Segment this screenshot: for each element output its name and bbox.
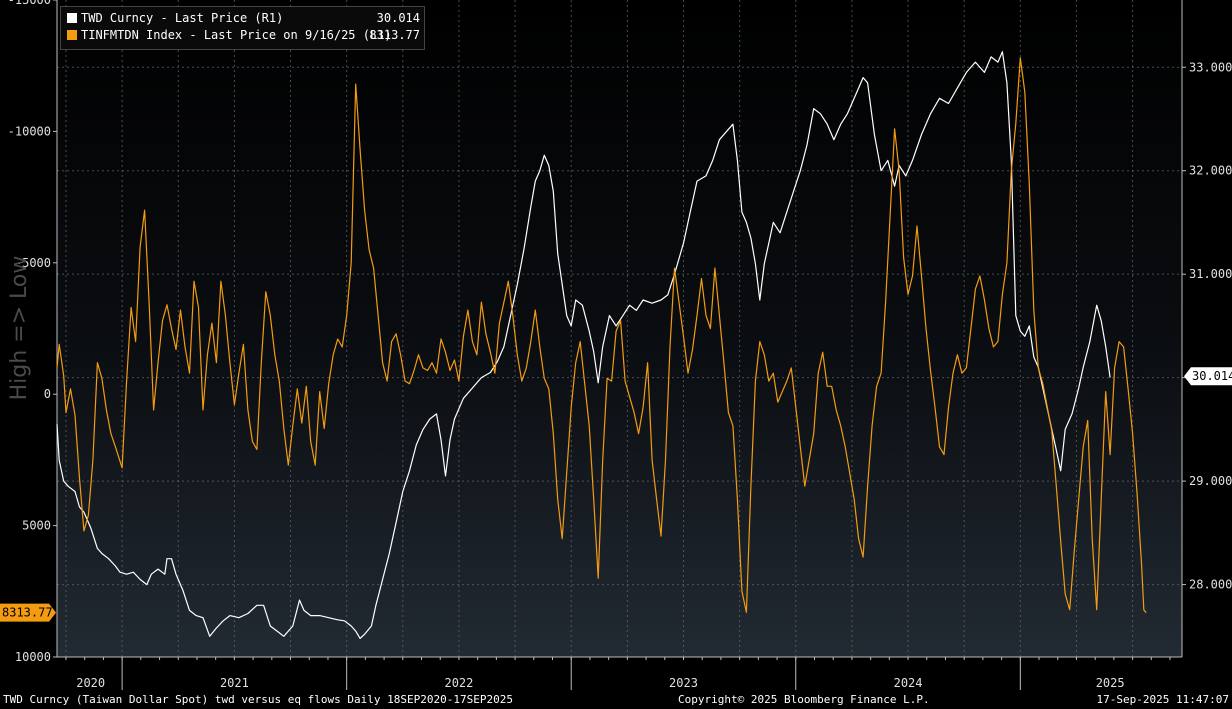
left-axis-label: High => Low (7, 256, 32, 401)
footer: TWD Curncy (Taiwan Dollar Spot) twd vers… (0, 690, 1232, 709)
series-line-twd (56, 51, 1111, 639)
right-tick-label: 29.000 (1189, 474, 1232, 488)
right-tick-label: 31.000 (1189, 267, 1232, 281)
legend-item-tinfmtdn: TINFMTDN Index - Last Price on 9/16/25 (… (67, 27, 420, 44)
right-tick-label: 32.000 (1189, 164, 1232, 178)
x-tick-label: 2022 (444, 676, 473, 690)
x-tick-label: 2021 (220, 676, 249, 690)
footer-copyright: Copyright© 2025 Bloomberg Finance L.P. (678, 693, 930, 706)
chart-svg: -15000-10000-5000050001000028.00029.0003… (0, 0, 1232, 690)
x-tick-label: 2025 (1096, 676, 1125, 690)
left-tick-label: 5000 (22, 519, 51, 533)
legend-label: TWD Curncy - Last Price (R1) (81, 11, 284, 25)
legend-value: 8313.77 (369, 28, 420, 42)
badges: 30.014 8313.77 (0, 367, 1232, 622)
legend-label: TINFMTDN Index - Last Price on 9/16/25 (… (81, 28, 392, 42)
right-last-value: 30.014 (1192, 369, 1232, 383)
footer-timestamp: 17-Sep-2025 11:47:07 (1096, 693, 1229, 706)
series-line-tinfmtdn (56, 57, 1147, 614)
legend-swatch-white (67, 13, 77, 23)
left-tick-label: -5000 (15, 256, 51, 270)
footer-left: TWD Curncy (Taiwan Dollar Spot) twd vers… (3, 693, 513, 706)
right-last-value-badge (1184, 367, 1232, 386)
left-tick-label: -15000 (8, 0, 51, 7)
series-layer (56, 51, 1147, 639)
left-tick-label: 10000 (15, 650, 51, 664)
x-tick-label: 2024 (894, 676, 923, 690)
legend-item-twd: TWD Curncy - Last Price (R1) 30.014 (67, 10, 420, 27)
plot-background (57, 0, 1182, 657)
left-last-value-badge (0, 603, 56, 622)
left-tick-label: -10000 (8, 124, 51, 138)
legend: TWD Curncy - Last Price (R1) 30.014 TINF… (60, 6, 425, 50)
left-tick-label: 0 (44, 387, 51, 401)
right-tick-label: 28.000 (1189, 578, 1232, 592)
legend-swatch-orange (67, 30, 77, 40)
legend-value: 30.014 (376, 11, 420, 25)
left-last-value: 8313.77 (2, 606, 53, 620)
right-tick-label: 33.000 (1189, 60, 1232, 74)
x-tick-label: 2023 (669, 676, 698, 690)
x-tick-label: 2020 (76, 676, 105, 690)
